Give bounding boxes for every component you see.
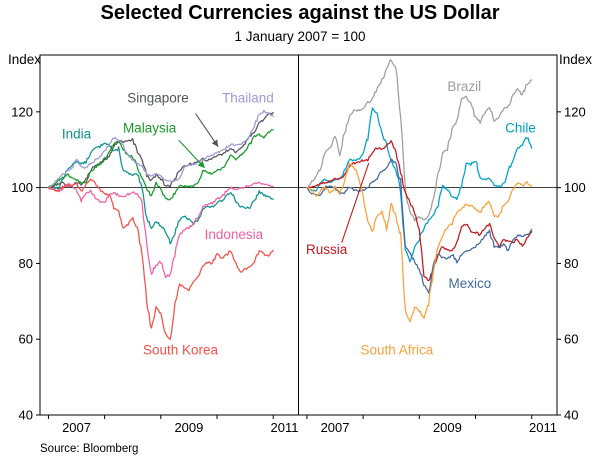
series-label-russia: Russia [306, 242, 348, 257]
series-label-brazil: Brazil [447, 79, 481, 94]
series-label-singapore: Singapore [127, 90, 189, 105]
y-tick-label-left: 60 [19, 332, 33, 347]
y-tick-label-right: 60 [564, 332, 578, 347]
callout-arrowhead-singapore [211, 139, 219, 147]
series-line-singapore [47, 111, 274, 189]
x-tick-label-2007: 2007 [62, 420, 91, 435]
chart-title: Selected Currencies against the US Dolla… [100, 2, 500, 24]
y-axis-unit-left: Index [8, 52, 41, 67]
series-label-south-africa: South Africa [360, 342, 433, 357]
callout-arrowhead-malaysia [197, 160, 205, 168]
series-label-malaysia: Malaysia [123, 121, 177, 136]
callout-line-singapore [195, 113, 219, 148]
y-tick-label-left: 100 [11, 180, 33, 195]
series-line-india [47, 142, 274, 245]
y-tick-label-left: 80 [19, 256, 33, 271]
series-line-south-africa [306, 162, 533, 323]
panel-emerging [306, 59, 533, 323]
series-line-mexico [306, 158, 533, 294]
series-line-brazil [306, 59, 533, 222]
series-label-thailand: Thailand [222, 90, 274, 105]
panel-asia [47, 109, 274, 340]
series-line-thailand [47, 109, 274, 189]
series-label-indonesia: Indonesia [205, 227, 264, 242]
series-line-south-korea [47, 178, 274, 340]
x-tick-label-2009: 2009 [174, 420, 203, 435]
source-note: Source: Bloomberg [40, 443, 139, 455]
y-tick-label-right: 80 [564, 256, 578, 271]
series-line-chile [306, 107, 533, 263]
series-label-mexico: Mexico [449, 276, 492, 291]
x-tick-label-2011: 2011 [271, 420, 299, 435]
x-tick-label-2007: 2007 [321, 420, 350, 435]
series-line-russia [306, 140, 533, 282]
y-axis-unit-right: Index [559, 52, 592, 67]
series-line-malaysia [47, 129, 274, 201]
series-line-indonesia [47, 181, 274, 279]
x-tick-label-2009: 2009 [433, 420, 462, 435]
y-tick-label-right: 120 [564, 104, 586, 119]
x-tick-label-2011: 2011 [529, 420, 557, 435]
chart-subtitle: 1 January 2007 = 100 [234, 29, 366, 44]
series-label-south-korea: South Korea [143, 342, 219, 357]
y-tick-label-left: 40 [19, 408, 33, 423]
callout-line-russia [341, 162, 370, 243]
series-label-india: India [62, 126, 92, 141]
y-tick-label-left: 120 [11, 104, 33, 119]
series-label-chile: Chile [505, 121, 536, 136]
y-tick-label-right: 100 [564, 180, 586, 195]
y-tick-label-right: 40 [564, 408, 578, 423]
